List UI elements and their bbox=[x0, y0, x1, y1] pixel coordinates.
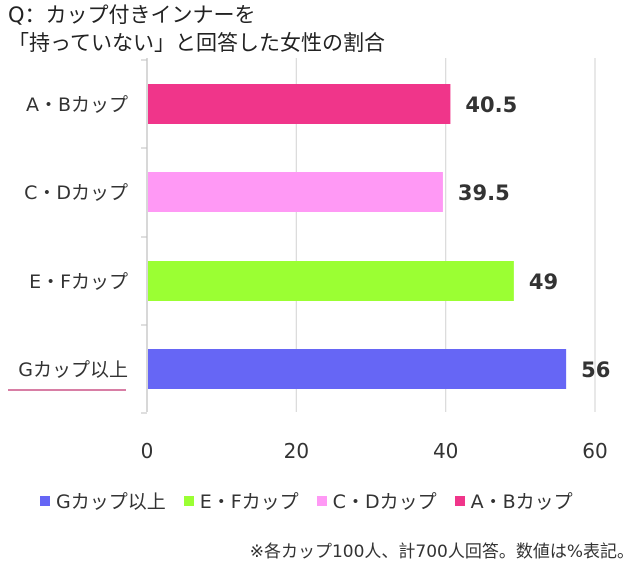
data-label: 39.5 bbox=[458, 181, 510, 205]
data-label: 49 bbox=[529, 270, 558, 294]
category-labels: A・Bカップ C・Dカップ E・Fカップ Gカップ以上 bbox=[8, 94, 128, 391]
bars bbox=[148, 84, 567, 389]
bar bbox=[148, 172, 443, 212]
footnote: ※各カップ100人、計700人回答。数値は%表記。 bbox=[249, 542, 634, 562]
chart-title-line1: Q：カップ付きインナーを bbox=[8, 3, 256, 27]
x-tick-label: 60 bbox=[582, 439, 607, 463]
legend-item: E・Fカップ bbox=[183, 487, 299, 514]
x-axis-ticks: 0 20 40 60 bbox=[141, 439, 608, 463]
chart-title-line2: 「持っていない」と回答した女性の割合 bbox=[8, 31, 385, 55]
legend-item: C・Dカップ bbox=[316, 487, 437, 514]
bar-chart: A・Bカップ C・Dカップ E・Fカップ Gカップ以上 40.5 39.5 49 56 0 2… bbox=[8, 58, 610, 463]
data-labels: 40.5 39.5 49 56 bbox=[458, 93, 610, 382]
legend-label: E・Fカップ bbox=[199, 491, 299, 513]
bar bbox=[148, 349, 567, 389]
x-tick-label: 0 bbox=[141, 439, 154, 463]
legend-swatch bbox=[40, 495, 50, 506]
bar bbox=[148, 84, 451, 124]
legend-item: Gカップ以上 bbox=[40, 487, 166, 514]
legend-swatch bbox=[316, 495, 327, 506]
data-label: 40.5 bbox=[465, 93, 517, 117]
legend-label: Gカップ以上 bbox=[56, 491, 166, 513]
legend-swatch bbox=[183, 495, 194, 506]
legend-label: C・Dカップ bbox=[332, 491, 437, 513]
legend-label: A・Bカップ bbox=[470, 491, 573, 513]
category-label: E・Fカップ bbox=[29, 271, 128, 293]
category-label: C・Dカップ bbox=[24, 182, 128, 204]
legend: Gカップ以上 E・Fカップ C・Dカップ A・Bカップ bbox=[40, 487, 573, 514]
category-label: A・Bカップ bbox=[26, 94, 128, 116]
legend-swatch bbox=[454, 495, 465, 506]
x-tick-label: 40 bbox=[433, 439, 458, 463]
legend-item: A・Bカップ bbox=[454, 487, 573, 514]
x-tick-label: 20 bbox=[284, 439, 309, 463]
category-label: Gカップ以上 bbox=[18, 359, 128, 381]
data-label: 56 bbox=[581, 358, 610, 382]
bar bbox=[148, 261, 514, 301]
